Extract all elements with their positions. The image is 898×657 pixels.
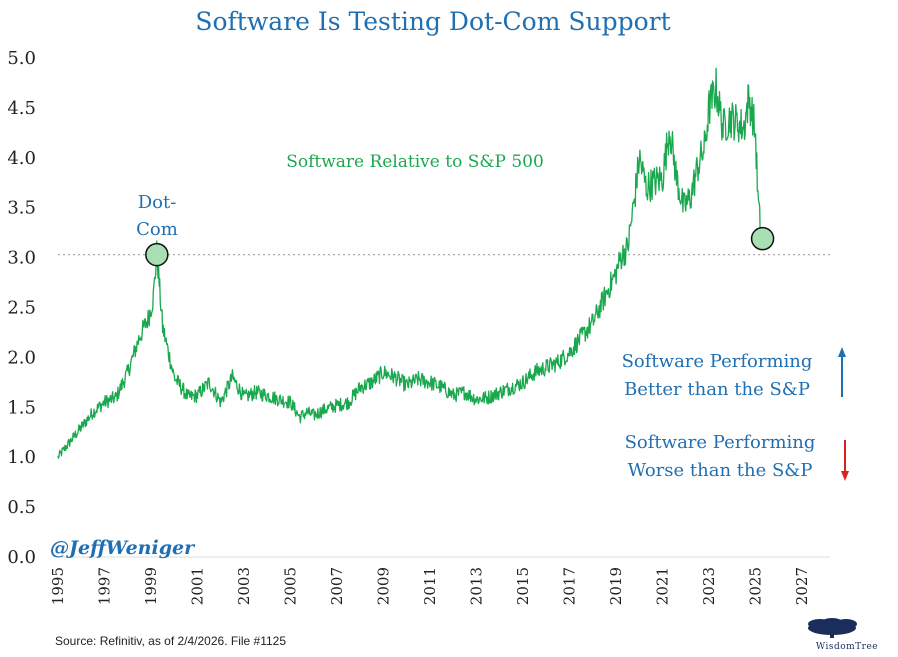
x-tick-label: 2023 (700, 567, 718, 605)
x-tick-label: 2015 (514, 567, 532, 605)
worse-annotation-line1: Software Performing (625, 432, 816, 453)
down-arrow-icon (841, 440, 849, 481)
x-tick-label: 2011 (421, 567, 439, 605)
dot-com-label-line2: Com (136, 219, 178, 240)
logo-text: WisdomTree (816, 642, 878, 652)
x-tick-label: 1999 (142, 567, 160, 605)
y-axis: 0.0 0.5 1.0 1.5 2.0 2.5 3.0 3.5 4.0 4.5 5.0 (7, 48, 36, 568)
dot-com-label-line1: Dot- (138, 192, 177, 213)
markers (145, 226, 775, 267)
dot-com-peak-marker (145, 242, 169, 267)
x-tick-label: 2025 (747, 567, 765, 605)
author-handle: @JeffWeniger (50, 537, 196, 559)
better-annotation-line1: Software Performing (622, 351, 813, 372)
series-label: Software Relative to S&P 500 (286, 152, 544, 172)
x-tick-label: 1995 (49, 567, 67, 605)
x-tick-label: 1997 (96, 567, 114, 605)
x-tick-label: 2013 (468, 567, 486, 605)
worse-annotation-line2: Worse than the S&P (628, 460, 813, 481)
x-tick-label: 2009 (375, 567, 393, 605)
software-relative-line (57, 67, 764, 459)
y-tick-label: 1.0 (7, 447, 36, 468)
y-tick-label: 2.0 (7, 347, 36, 368)
y-tick-label: 2.5 (7, 298, 36, 319)
wisdomtree-logo: WisdomTree (808, 618, 878, 652)
y-tick-label: 0.5 (7, 497, 36, 518)
up-arrow-icon (838, 347, 846, 397)
x-tick-label: 2001 (189, 567, 207, 605)
current-level-marker (750, 226, 775, 251)
chart-title: Software Is Testing Dot-Com Support (195, 7, 670, 36)
y-tick-label: 4.5 (7, 98, 36, 119)
x-tick-label: 2027 (793, 567, 811, 605)
x-tick-label: 2021 (654, 567, 672, 605)
y-tick-label: 3.0 (7, 248, 36, 269)
x-tick-label: 2005 (282, 567, 300, 605)
y-tick-label: 1.5 (7, 397, 36, 418)
better-annotation-line2: Better than the S&P (624, 379, 810, 400)
x-tick-label: 2019 (607, 567, 625, 605)
tree-icon (808, 618, 857, 638)
y-tick-label: 0.0 (7, 547, 36, 568)
x-tick-label: 2003 (235, 567, 253, 605)
x-tick-label: 2007 (328, 567, 346, 605)
y-tick-label: 5.0 (7, 48, 36, 69)
source-note: Source: Refinitiv, as of 2/4/2026. File … (55, 634, 286, 648)
y-tick-label: 3.5 (7, 198, 36, 219)
x-axis: 1995 1997 1999 2001 2003 2005 2007 2009 2011 2013… (49, 567, 811, 605)
x-tick-label: 2017 (561, 567, 579, 605)
y-tick-label: 4.0 (7, 148, 36, 169)
